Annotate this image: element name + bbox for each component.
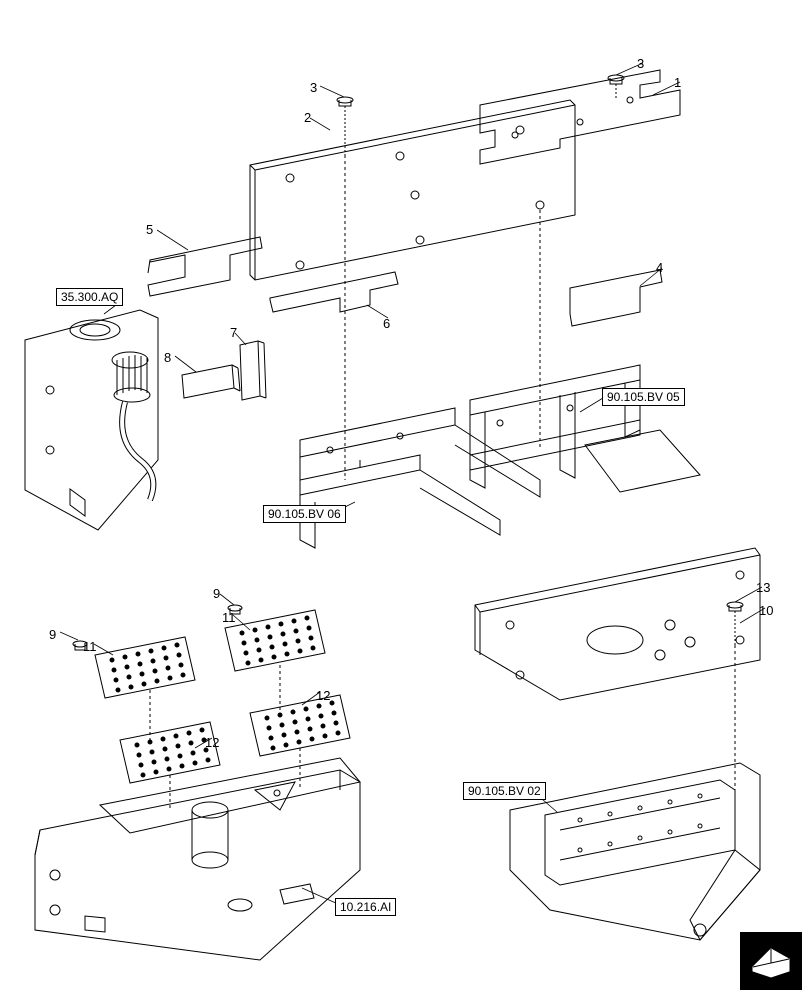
callout-c3b: 3 xyxy=(637,56,644,71)
callout-c7: 7 xyxy=(230,325,237,340)
callout-c6: 6 xyxy=(383,316,390,331)
plate-11-left xyxy=(95,637,195,698)
callout-c2: 2 xyxy=(304,110,311,125)
callout-c9a: 9 xyxy=(213,586,220,601)
callout-c1: 1 xyxy=(674,75,681,90)
nav-next-icon[interactable] xyxy=(740,932,802,990)
refbox-r2: 90.105.BV 05 xyxy=(602,388,685,406)
refbox-r5: 90.105.BV 02 xyxy=(463,782,546,800)
callout-c10: 10 xyxy=(759,603,773,618)
callout-c8: 8 xyxy=(164,350,171,365)
plate-11-right xyxy=(225,610,325,671)
refbox-r1: 35.300.AQ xyxy=(56,288,123,306)
refbox-r4: 10.216.AI xyxy=(335,898,396,916)
callout-c11b: 11 xyxy=(222,610,236,625)
callout-c12a: 12 xyxy=(316,688,330,703)
callout-c3a: 3 xyxy=(310,80,317,95)
callout-c11a: 11 xyxy=(83,639,97,654)
callout-c5: 5 xyxy=(146,222,153,237)
callout-c13: 13 xyxy=(756,580,770,595)
callout-c9b: 9 xyxy=(49,627,56,642)
exploded-diagram xyxy=(0,0,812,1000)
callout-c12b: 12 xyxy=(205,735,219,750)
callout-c4: 4 xyxy=(656,260,663,275)
refbox-r3: 90.105.BV 06 xyxy=(263,505,346,523)
